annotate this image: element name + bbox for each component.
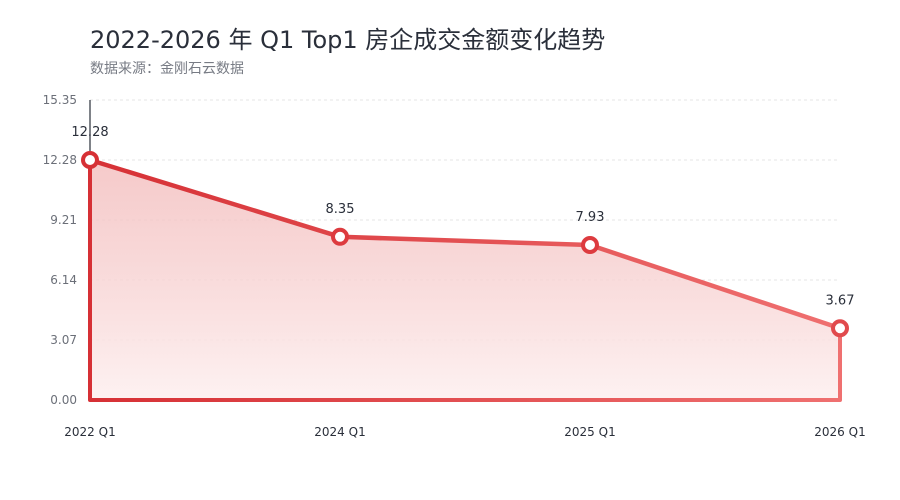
chart-subtitle: 数据来源：金刚石云数据 xyxy=(90,61,244,77)
x-tick-label: 2022 Q1 xyxy=(64,425,115,439)
data-label: 3.67 xyxy=(826,293,855,308)
chart-title: 2022-2026 年 Q1 Top1 房企成交金额变化趋势 xyxy=(90,26,606,54)
data-label: 7.93 xyxy=(576,210,605,225)
data-point[interactable] xyxy=(81,151,99,169)
y-tick-label: 15.35 xyxy=(43,93,77,107)
y-tick-label: 6.14 xyxy=(50,273,77,287)
x-tick-label: 2025 Q1 xyxy=(564,425,615,439)
data-label: 8.35 xyxy=(326,202,355,217)
y-tick-label: 0.00 xyxy=(50,393,77,407)
series-line xyxy=(87,157,843,331)
x-tick-label: 2024 Q1 xyxy=(314,425,365,439)
series-area xyxy=(90,160,840,400)
y-tick-label: 3.07 xyxy=(50,333,77,347)
data-label: 12.28 xyxy=(71,125,108,140)
area-outline xyxy=(88,160,842,402)
data-point[interactable] xyxy=(331,227,349,246)
y-tick-label: 9.21 xyxy=(50,213,77,227)
data-point[interactable] xyxy=(581,236,599,255)
data-point[interactable] xyxy=(831,319,849,338)
x-tick-label: 2026 Q1 xyxy=(814,425,865,439)
y-tick-label: 12.28 xyxy=(43,153,77,167)
